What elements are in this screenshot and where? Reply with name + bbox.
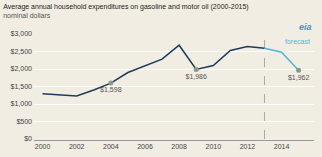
- svg-text:$1,500: $1,500: [11, 83, 33, 90]
- svg-text:$1,986: $1,986: [185, 73, 207, 80]
- svg-text:2014: 2014: [274, 143, 290, 150]
- svg-text:2008: 2008: [171, 143, 187, 150]
- svg-text:$2,500: $2,500: [11, 48, 33, 55]
- svg-text:2010: 2010: [205, 143, 221, 150]
- svg-text:$2,000: $2,000: [11, 65, 33, 72]
- svg-text:2004: 2004: [103, 143, 119, 150]
- svg-text:$0: $0: [24, 135, 32, 142]
- svg-text:2000: 2000: [35, 143, 51, 150]
- svg-text:$1,962: $1,962: [288, 74, 310, 81]
- svg-text:$500: $500: [16, 118, 32, 125]
- svg-text:eia: eia: [299, 22, 312, 32]
- svg-text:2012: 2012: [240, 143, 256, 150]
- svg-text:$1,598: $1,598: [100, 86, 122, 93]
- svg-text:2006: 2006: [137, 143, 153, 150]
- svg-text:$1,000: $1,000: [11, 100, 33, 107]
- svg-text:2002: 2002: [69, 143, 85, 150]
- svg-text:Average annual household expen: Average annual household expenditures on…: [3, 3, 248, 19]
- svg-text:$3,000: $3,000: [11, 30, 33, 37]
- svg-text:forecast: forecast: [285, 38, 310, 45]
